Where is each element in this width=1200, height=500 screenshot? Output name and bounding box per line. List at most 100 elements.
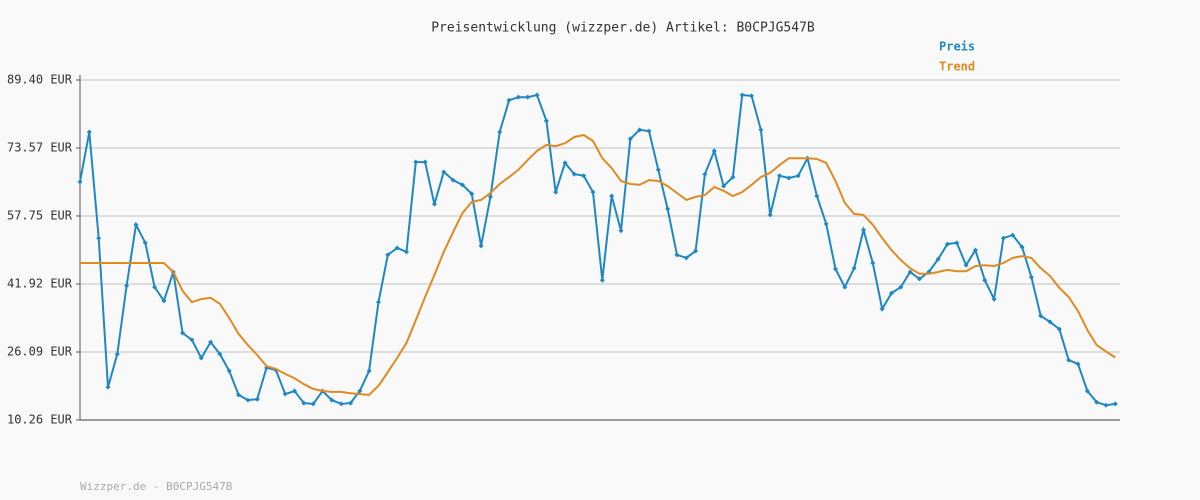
- point-marker: [413, 159, 419, 165]
- point-marker: [627, 136, 633, 142]
- point-marker: [180, 330, 186, 336]
- point-marker: [142, 240, 148, 246]
- point-marker: [208, 339, 214, 345]
- point-marker: [226, 368, 232, 374]
- point-marker: [674, 252, 680, 258]
- point-marker: [198, 355, 204, 361]
- point-marker: [814, 193, 820, 199]
- point-marker: [879, 306, 885, 312]
- point-marker: [403, 249, 409, 255]
- point-marker: [459, 182, 465, 188]
- point-marker: [189, 337, 195, 343]
- point-marker: [96, 235, 102, 241]
- point-marker: [1084, 388, 1090, 394]
- point-marker: [1047, 319, 1053, 325]
- point-marker: [860, 227, 866, 233]
- point-marker: [1000, 235, 1006, 241]
- point-marker: [1019, 244, 1025, 250]
- point-marker: [637, 127, 643, 133]
- point-marker: [292, 388, 298, 394]
- point-marker: [758, 127, 764, 133]
- point-marker: [898, 284, 904, 290]
- point-marker: [301, 400, 307, 406]
- point-marker: [506, 97, 512, 103]
- point-marker: [683, 255, 689, 261]
- point-marker: [795, 173, 801, 179]
- legend-label: Trend: [939, 60, 975, 74]
- point-marker: [991, 296, 997, 302]
- point-marker: [553, 189, 559, 195]
- point-marker: [833, 266, 839, 272]
- y-tick-label: 89.40 EUR: [7, 73, 73, 87]
- point-marker: [450, 177, 456, 183]
- point-marker: [739, 92, 745, 98]
- point-marker: [842, 284, 848, 290]
- point-marker: [329, 397, 335, 403]
- point-marker: [161, 298, 167, 304]
- point-marker: [1010, 232, 1016, 238]
- point-marker: [944, 241, 950, 247]
- point-marker: [618, 228, 624, 234]
- point-marker: [721, 183, 727, 189]
- point-marker: [515, 94, 521, 100]
- point-marker: [767, 212, 773, 218]
- point-marker: [590, 189, 596, 195]
- point-marker: [375, 299, 381, 305]
- series-line: [80, 133, 1116, 396]
- point-marker: [385, 252, 391, 258]
- point-marker: [693, 248, 699, 254]
- point-marker: [982, 277, 988, 283]
- point-marker: [310, 401, 316, 407]
- point-marker: [338, 401, 344, 407]
- point-marker: [907, 269, 913, 275]
- point-marker: [571, 171, 577, 177]
- point-marker: [422, 159, 428, 165]
- point-marker: [823, 221, 829, 227]
- point-marker: [497, 129, 503, 135]
- point-marker: [646, 128, 652, 134]
- point-marker: [543, 118, 549, 124]
- point-marker: [77, 179, 83, 185]
- point-marker: [366, 368, 372, 374]
- point-marker: [114, 351, 120, 357]
- point-marker: [665, 206, 671, 212]
- point-marker: [786, 175, 792, 181]
- point-marker: [1028, 274, 1034, 280]
- point-marker: [394, 245, 400, 251]
- point-marker: [441, 169, 447, 175]
- point-marker: [562, 160, 568, 166]
- point-marker: [254, 396, 260, 402]
- point-marker: [777, 173, 783, 179]
- chart-title: Preisentwicklung (wizzper.de) Artikel: B…: [431, 21, 815, 36]
- point-marker: [105, 384, 111, 390]
- y-tick-label: 10.26 EUR: [7, 413, 73, 427]
- point-marker: [469, 191, 475, 197]
- point-marker: [954, 240, 960, 246]
- point-marker: [888, 290, 894, 296]
- point-marker: [655, 167, 661, 173]
- legend-label: Preis: [939, 40, 975, 54]
- point-marker: [236, 392, 242, 398]
- point-marker: [357, 388, 363, 394]
- point-marker: [702, 171, 708, 177]
- point-marker: [487, 194, 493, 200]
- point-marker: [1112, 401, 1118, 407]
- y-tick-label: 41.92 EUR: [7, 276, 73, 290]
- point-marker: [609, 193, 615, 199]
- point-marker: [534, 92, 540, 98]
- point-marker: [347, 400, 353, 406]
- point-marker: [1066, 357, 1072, 363]
- point-marker: [245, 397, 251, 403]
- point-marker: [599, 277, 605, 283]
- point-marker: [431, 201, 437, 207]
- point-marker: [870, 260, 876, 266]
- point-marker: [1094, 399, 1100, 405]
- footer: Wizzper.de - B0CPJG547B: [80, 480, 233, 493]
- point-marker: [851, 265, 857, 271]
- point-marker: [963, 262, 969, 268]
- y-tick-label: 73.57 EUR: [7, 141, 73, 155]
- point-marker: [124, 283, 130, 289]
- point-marker: [1038, 313, 1044, 319]
- point-marker: [152, 284, 158, 290]
- point-marker: [749, 93, 755, 99]
